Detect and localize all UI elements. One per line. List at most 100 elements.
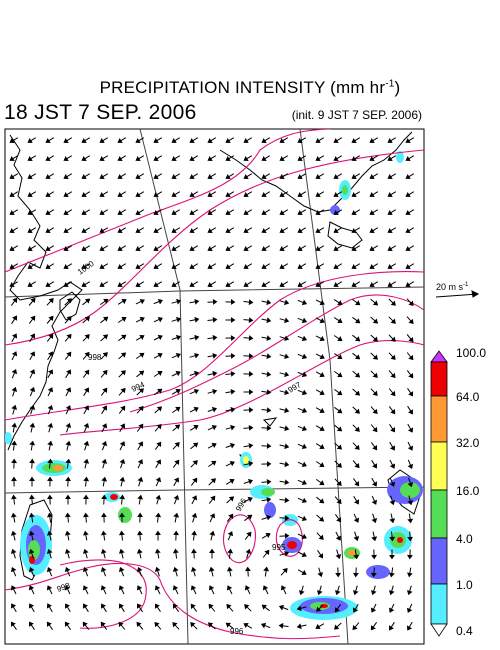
wind-vector-head xyxy=(137,603,142,609)
wind-vector-head xyxy=(284,443,290,450)
wind-vector-head xyxy=(408,300,414,306)
wind-vector-head xyxy=(117,192,123,198)
wind-vector-head xyxy=(408,373,414,379)
wind-vector-head xyxy=(157,352,163,359)
wind-vector-head xyxy=(248,425,254,431)
wind-vector-head xyxy=(225,174,231,180)
wind-vector-head xyxy=(370,607,377,613)
isobar-label: 998 xyxy=(88,353,102,362)
wind-vector-head xyxy=(101,423,108,429)
wind-vector-head xyxy=(153,210,159,216)
wind-vector-head xyxy=(225,138,231,144)
wind-vector-head xyxy=(228,496,235,502)
wind-vector-head xyxy=(388,572,395,578)
wind-vector-head xyxy=(301,407,308,414)
wind-vector-head xyxy=(247,514,253,520)
wind-vector-head xyxy=(157,388,163,394)
wind-vector-head xyxy=(194,352,200,359)
wind-vector-head xyxy=(336,426,343,432)
wind-vector-head xyxy=(139,298,145,305)
wind-vector-head xyxy=(227,548,234,554)
wind-vector-head xyxy=(81,246,87,252)
wind-vector-head xyxy=(388,590,395,596)
wind-vector-head xyxy=(135,282,141,288)
wind-vector-head xyxy=(63,228,69,234)
wind-vector-head xyxy=(408,354,414,361)
wind-vector-head xyxy=(387,192,393,198)
wind-vector-head xyxy=(174,442,180,448)
wind-vector-head xyxy=(64,585,71,591)
wind-vector-head xyxy=(390,390,396,397)
wind-vector-head xyxy=(296,623,302,630)
wind-vector-head xyxy=(407,536,413,542)
wind-vector-head xyxy=(248,317,254,323)
wind-vector-head xyxy=(48,298,54,304)
wind-vector-head xyxy=(301,335,308,342)
wind-vector-head xyxy=(336,480,342,486)
wind-vector-head xyxy=(102,352,108,358)
wind-vector-head xyxy=(207,156,213,162)
wind-vector-head xyxy=(315,138,321,144)
wind-vector-head xyxy=(64,548,71,554)
wind-vector-head xyxy=(351,228,357,234)
wind-vector-head xyxy=(137,476,144,482)
wind-vector-head xyxy=(369,174,375,180)
wind-vector-head xyxy=(315,192,321,198)
wind-vector-head xyxy=(369,246,375,252)
wind-vector-head xyxy=(63,246,69,252)
wind-vector-head xyxy=(189,282,195,288)
wind-vector-head xyxy=(118,621,124,628)
wind-vector-head xyxy=(284,515,290,522)
wind-vector-head xyxy=(100,621,106,627)
wind-vector-head xyxy=(155,494,162,500)
wind-vector-head xyxy=(351,192,357,198)
wind-vector-head xyxy=(29,386,36,393)
wind-vector-head xyxy=(29,494,35,500)
wind-vector-head xyxy=(334,607,340,613)
wind-vector-head xyxy=(352,590,359,596)
wind-vector-head xyxy=(65,422,72,428)
wind-vector-head xyxy=(81,138,87,144)
wind-vector-head xyxy=(390,427,395,433)
wind-vector-head xyxy=(248,371,254,377)
wind-vector-head xyxy=(65,458,72,464)
wind-vector-head xyxy=(266,317,272,324)
wind-vector-head xyxy=(351,138,357,144)
wind-vector-head xyxy=(248,335,254,341)
wind-vector-head xyxy=(175,406,181,412)
wind-vector-head xyxy=(45,246,51,252)
wind-vector-head xyxy=(64,512,71,518)
wind-vector-head xyxy=(157,371,163,376)
wind-vector-head xyxy=(29,476,35,481)
wind-vector-head xyxy=(9,246,15,252)
wind-vector-head xyxy=(172,585,179,591)
wind-vector-head xyxy=(81,282,87,288)
isobar-label: 998 xyxy=(56,581,72,594)
wind-vector-head xyxy=(46,548,53,554)
wind-vector-head xyxy=(266,335,272,342)
wind-vector-head xyxy=(207,622,214,628)
wind-vector-head xyxy=(279,138,285,144)
wind-vector-head xyxy=(229,442,236,449)
wind-vector-head xyxy=(207,228,213,234)
wind-vector-head xyxy=(279,264,285,270)
wind-vector-head xyxy=(212,299,218,305)
wind-vector-head xyxy=(139,334,145,340)
wind-vector-head xyxy=(135,156,141,162)
wind-vector-head xyxy=(389,518,396,524)
wind-vector-head xyxy=(135,246,141,252)
wind-vector-head xyxy=(120,387,126,394)
wind-vector-head xyxy=(46,512,53,518)
wind-vector-head xyxy=(11,621,16,627)
wind-vector-head xyxy=(9,156,15,162)
wind-vector-head xyxy=(155,530,161,536)
wind-vector-head xyxy=(83,440,90,446)
wind-vector-head xyxy=(243,210,249,216)
wind-vector-head xyxy=(284,299,290,306)
wind-vector-head xyxy=(45,138,51,144)
wind-vector-head xyxy=(119,458,126,465)
wind-vector-head xyxy=(390,354,396,360)
wind-vector-head xyxy=(211,460,217,466)
wind-vector-head xyxy=(284,533,290,539)
wind-vector-head xyxy=(225,156,231,162)
